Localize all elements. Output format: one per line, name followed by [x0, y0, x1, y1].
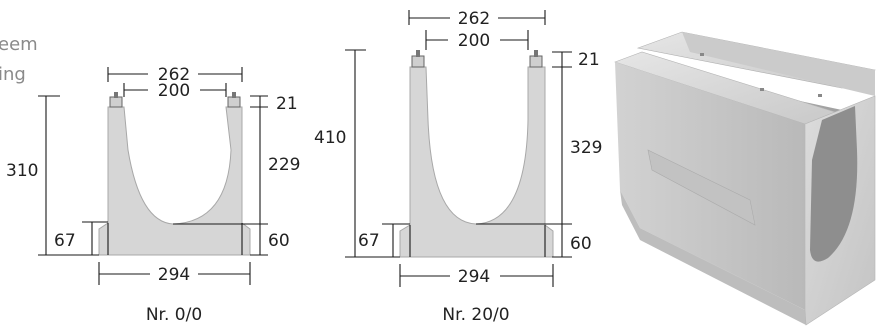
dim-base-width-2: 294 [458, 267, 490, 287]
dim-invert-height-2: 60 [570, 234, 592, 254]
dim-line-base-width-2 [399, 264, 554, 287]
dim-total-height: 310 [6, 161, 38, 181]
rim-bolt-left [109, 92, 123, 108]
profile-caption-2: Nr. 20/0 [442, 305, 509, 325]
dim-line-total-height-2 [345, 49, 400, 258]
dim-line-base-width [98, 262, 251, 285]
dim-line-rim [250, 95, 268, 108]
dim-rim-height: 21 [276, 94, 298, 114]
dim-line-channel-depth [250, 107, 268, 225]
dim-line-outer-top-2 [408, 10, 546, 25]
dim-line-invert [173, 223, 268, 256]
dim-base-height-2: 67 [358, 231, 380, 251]
fragment-text-2: ing [0, 64, 26, 85]
profile-nr-0-0: 262 200 21 229 310 67 60 294 Nr. 0/0 [6, 65, 300, 325]
dim-line-channel-depth-2 [552, 67, 572, 225]
dim-line-inner-top-2 [425, 30, 529, 50]
dim-invert-height: 60 [268, 231, 290, 251]
dim-rim-height-2: 21 [578, 50, 600, 70]
dim-line-invert-2 [476, 223, 572, 258]
rim-bolt-right [227, 92, 241, 108]
rim-bolt-left-2 [411, 50, 425, 68]
dim-line-inner-top [123, 83, 227, 97]
dim-line-rim-2 [552, 51, 572, 68]
dim-line-base-height-2 [382, 223, 410, 257]
channel-cross-section-2 [399, 66, 554, 258]
dim-channel-depth: 229 [268, 155, 300, 175]
dim-outer-top-width: 262 [158, 65, 190, 85]
dim-line-outer-top [107, 67, 243, 82]
fragment-text-1: eem [0, 34, 38, 55]
profile-nr-20-0: 262 200 21 329 410 67 60 294 Nr. 20/0 [314, 9, 602, 325]
rim-bolt-right-2 [529, 50, 543, 68]
dim-inner-top-width-2: 200 [458, 31, 490, 51]
dim-channel-depth-2: 329 [570, 138, 602, 158]
dim-base-width: 294 [158, 265, 190, 285]
profile-caption-1: Nr. 0/0 [146, 305, 202, 325]
channel-cross-section-1 [98, 106, 251, 256]
dim-line-total-height [38, 95, 99, 256]
dim-inner-top-width: 200 [158, 81, 190, 101]
dim-line-base-height [82, 221, 108, 255]
dim-outer-top-width-2: 262 [458, 9, 490, 29]
dim-base-height: 67 [54, 231, 76, 251]
dim-total-height-2: 410 [314, 128, 346, 148]
concrete-channel-illustration [614, 31, 876, 326]
